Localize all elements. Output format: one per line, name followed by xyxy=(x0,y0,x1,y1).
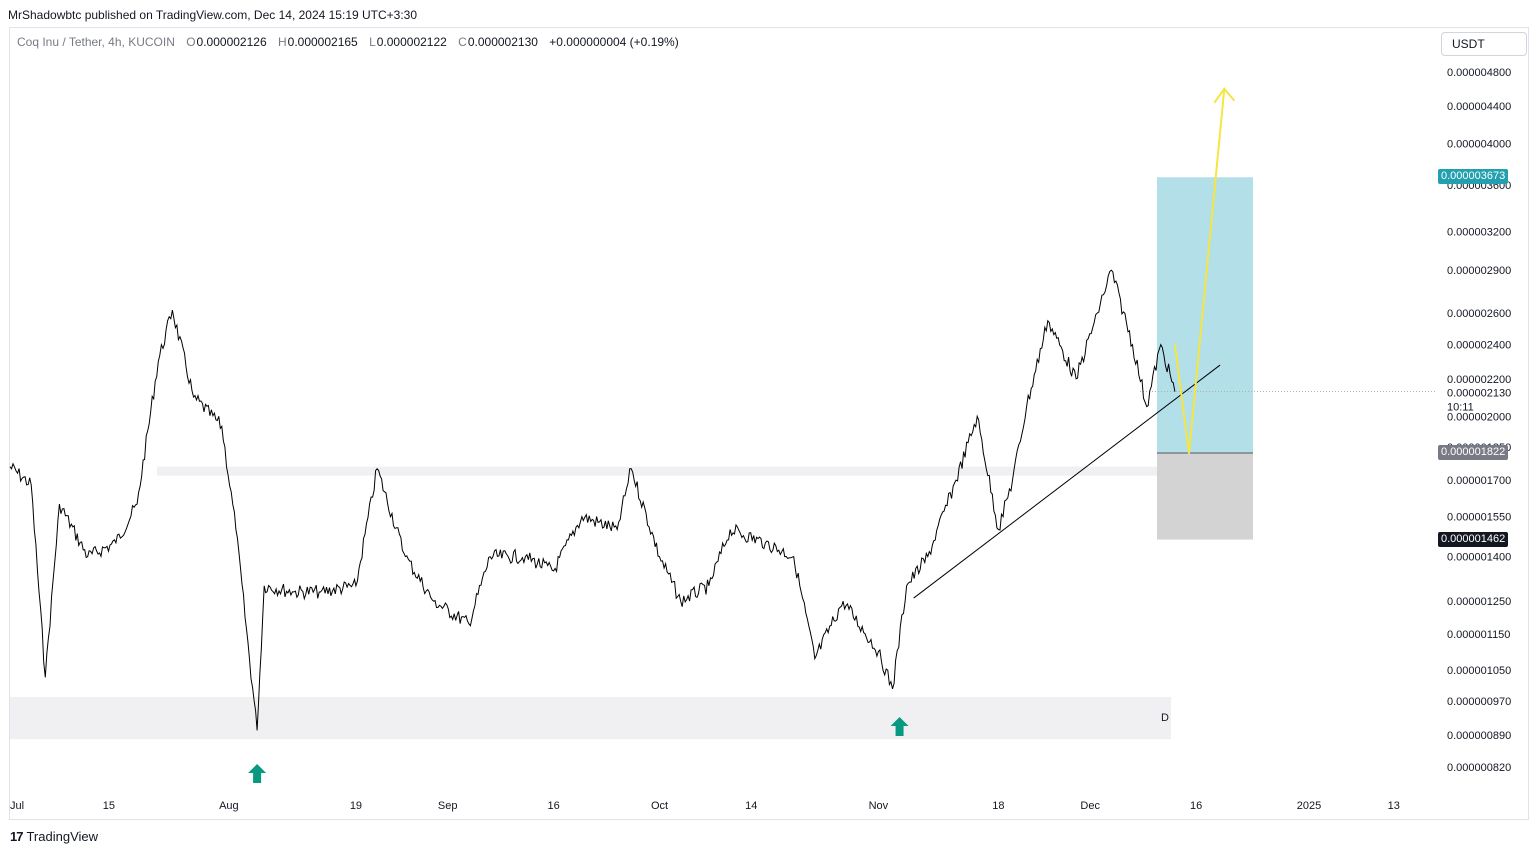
up-arrow-icon xyxy=(890,717,909,736)
time-axis-tick: Sep xyxy=(438,800,458,812)
time-axis-tick: 19 xyxy=(350,800,362,812)
projection-path xyxy=(1173,88,1226,454)
publish-attribution: MrShadowbtc published on TradingView.com… xyxy=(8,8,418,22)
stop-price-tag: 0.000001462 xyxy=(1438,531,1509,547)
time-axis-tick: 14 xyxy=(745,800,757,812)
close-label: C xyxy=(458,35,467,49)
ohlc-legend: Coq Inu / Tether, 4h, KUCOIN O0.00000212… xyxy=(17,35,687,49)
price-axis-tick: 0.000002400 xyxy=(1447,340,1511,352)
tradingview-logo-text: TradingView xyxy=(26,829,99,844)
chart-frame xyxy=(9,27,1529,820)
open-value: 0.000002126 xyxy=(196,35,267,49)
time-axis-tick: Oct xyxy=(651,800,668,812)
demand-zone xyxy=(10,696,1171,740)
countdown-label: 10:11 xyxy=(1447,402,1474,414)
price-axis-tick: 0.000002600 xyxy=(1447,308,1511,320)
price-axis-tick: 0.000004000 xyxy=(1447,139,1511,151)
demand-zone-label: D xyxy=(1161,712,1169,724)
time-axis-tick: 15 xyxy=(103,800,115,812)
entry-price-tag: 0.000001822 xyxy=(1438,444,1509,460)
projection-arrowhead xyxy=(1213,87,1236,104)
high-label: H xyxy=(277,35,287,49)
price-axis-tick: 0.000004800 xyxy=(1447,67,1511,79)
open-label: O xyxy=(186,35,196,49)
low-label: L xyxy=(369,35,376,49)
price-axis-tick: 0.000001050 xyxy=(1447,665,1511,677)
time-axis-tick: Aug xyxy=(219,800,239,812)
time-axis-tick: 16 xyxy=(1190,800,1202,812)
price-axis-tick: 0.000000820 xyxy=(1447,762,1511,774)
time-axis-tick: 18 xyxy=(992,800,1004,812)
time-axis-tick: 2025 xyxy=(1297,800,1321,812)
price-axis-tick: 0.000000970 xyxy=(1447,696,1511,708)
time-axis-tick: Jul xyxy=(10,800,24,812)
change-value: +0.000000004 (+0.19%) xyxy=(549,35,679,49)
currency-button[interactable]: USDT xyxy=(1441,32,1527,56)
price-axis-tick: 0.000001550 xyxy=(1447,512,1511,524)
high-value: 0.000002165 xyxy=(287,35,358,49)
price-axis-tick: 0.000001400 xyxy=(1447,552,1511,564)
price-axis-tick: 0.000004400 xyxy=(1447,101,1511,113)
up-arrow-icon xyxy=(248,764,267,783)
price-series xyxy=(9,269,1176,731)
price-axis-tick: 0.000001700 xyxy=(1447,475,1511,487)
price-axis-tick: 0.000001150 xyxy=(1447,629,1510,641)
trendline xyxy=(913,364,1221,599)
time-axis-tick: 13 xyxy=(1388,800,1400,812)
price-axis-tick: 0.000001250 xyxy=(1447,596,1511,608)
time-axis-tick: Nov xyxy=(869,800,889,812)
price-axis-tick: 0.000002900 xyxy=(1447,265,1511,277)
low-value: 0.000002122 xyxy=(376,35,447,49)
symbol-label: Coq Inu / Tether, 4h, KUCOIN xyxy=(17,35,175,49)
price-axis-tick: 0.000000890 xyxy=(1447,730,1511,742)
price-axis-tick: 0.000002000 xyxy=(1447,411,1511,423)
target-zone xyxy=(1157,177,1253,453)
resistance-support-zone xyxy=(157,466,1213,476)
price-axis-tick: 0.000002200 xyxy=(1447,374,1511,386)
tradingview-logo[interactable]: 17 TradingView xyxy=(10,829,98,844)
time-axis-tick: Dec xyxy=(1080,800,1100,812)
price-axis-tick: 0.000003200 xyxy=(1447,226,1511,238)
current-price-label: 0.000002130 xyxy=(1447,388,1511,400)
close-value: 0.000002130 xyxy=(467,35,538,49)
target-price-tag: 0.000003673 xyxy=(1438,169,1509,185)
stop-zone xyxy=(1157,452,1253,540)
tradingview-logo-icon: 17 xyxy=(10,829,24,844)
time-axis-tick: 16 xyxy=(547,800,559,812)
